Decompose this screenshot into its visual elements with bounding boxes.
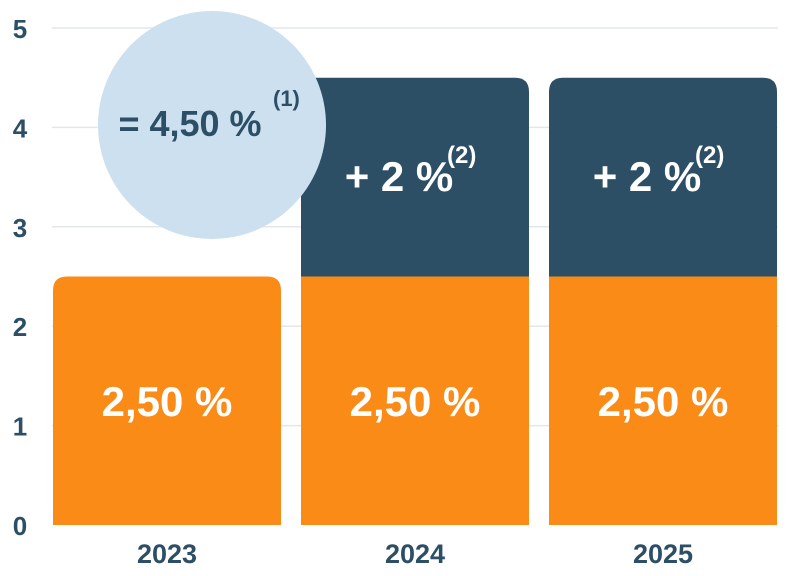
y-tick-label: 4 [13,113,28,143]
data-label: 2,50 % [350,378,481,425]
y-tick-label: 1 [13,412,27,442]
total-bubble [98,11,326,239]
footnote-marker: (1) [273,86,300,111]
data-label: + 2 % [345,153,454,200]
x-tick-label: 2025 [633,539,693,569]
bars: 2,50 % 2,50 % 2,50 %+ 2 %(2) + 2 %(2) [53,77,777,525]
bar-segment [549,276,777,525]
data-label: 2,50 % [598,378,729,425]
y-tick-label: 0 [13,511,27,541]
y-tick-label: 5 [13,14,27,44]
bar-segment [53,276,281,525]
data-label: + 2 % [593,153,702,200]
bar-segment [549,77,777,277]
bar-segment [301,276,529,525]
x-axis: 2023 2024 2025 [137,539,693,569]
y-tick-label: 2 [13,312,27,342]
total-label: = 4,50 % [118,103,261,144]
bar-segment [301,77,529,277]
x-tick-label: 2023 [137,539,197,569]
y-axis: 0 1 2 3 4 5 [13,14,28,541]
x-tick-label: 2024 [385,539,445,569]
footnote-marker: (2) [447,142,476,169]
y-tick-label: 3 [13,213,27,243]
data-label: 2,50 % [102,378,233,425]
footnote-marker: (2) [695,142,724,169]
total-annotation: = 4,50 % (1) [98,11,326,239]
